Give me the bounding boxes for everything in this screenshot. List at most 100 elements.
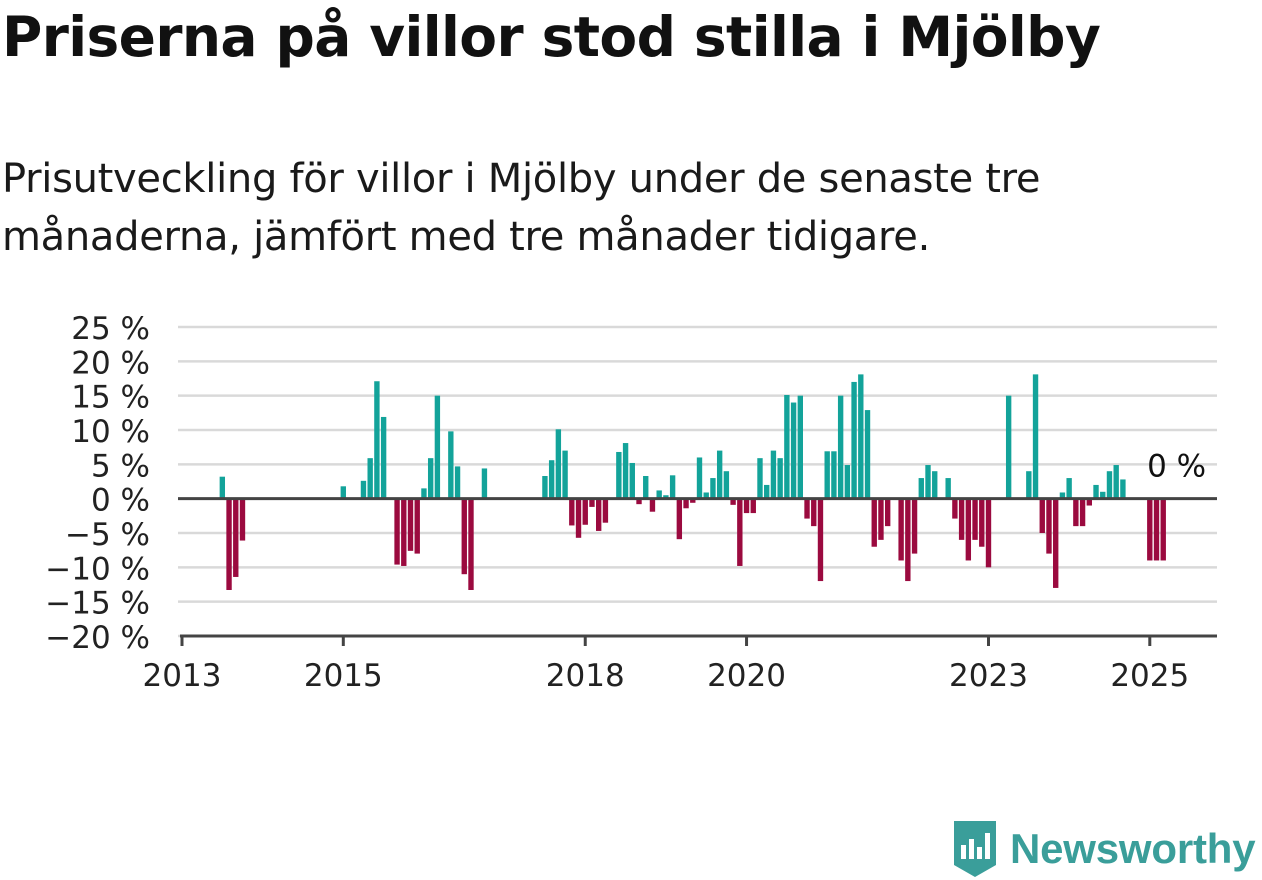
y-tick-label: 5 % [91,448,150,484]
bar [683,498,689,509]
bar [1120,479,1126,499]
bar [643,476,649,499]
bar [407,498,414,551]
bar [716,450,723,499]
bar [871,498,877,547]
bar [394,498,400,565]
bar [1053,498,1059,588]
bar [1153,498,1160,561]
page-subtitle: Prisutveckling för villor i Mjölby under… [2,156,1041,260]
bar [1160,498,1166,561]
bar [582,498,588,525]
bar [448,431,454,499]
bar [972,498,978,540]
y-tick-label: 10 % [71,414,150,450]
bar [837,395,844,499]
bar [898,498,904,561]
bar [790,402,797,499]
bar [1005,395,1012,499]
x-tick-label: 2015 [304,658,383,694]
bar [945,478,951,499]
x-tick-label: 2020 [707,658,786,694]
bar [770,450,777,499]
bar [979,498,985,547]
bar [589,498,595,507]
bar [461,498,467,575]
latest-value-label: 0 % [1147,448,1206,484]
bar [219,476,226,499]
x-tick-label: 2023 [949,658,1028,694]
bar [878,498,884,540]
bar [925,465,931,499]
bar [737,498,743,566]
bar [1147,498,1153,561]
bar [784,394,790,499]
brand-name: Newsworthy [1010,825,1256,872]
bar [434,395,441,499]
bar [1032,374,1039,499]
y-tick-label: −20 % [45,620,150,656]
bar [884,498,891,527]
bar [239,498,246,541]
bar [360,480,367,499]
bar [1046,498,1052,554]
bar [468,498,474,590]
bar [777,458,783,499]
y-tick-label: −10 % [45,551,150,587]
bar [844,465,851,499]
bar [750,498,756,514]
bar [952,498,958,519]
bar [636,498,642,505]
bar [596,498,602,531]
bar [380,416,387,499]
bar [555,429,562,499]
bar [911,498,918,554]
y-tick-label: −5 % [65,517,150,553]
bar [918,478,924,499]
bar [1113,465,1119,499]
bar [374,381,380,499]
bar [851,381,857,499]
newsworthy-logo-icon [954,821,996,877]
bar [824,451,830,499]
bar [965,498,972,561]
bar [811,498,817,527]
y-tick-label: 25 % [71,311,150,347]
bar [421,488,427,499]
x-tick-label: 2013 [143,658,222,694]
bar [1079,498,1086,527]
bar [958,498,965,540]
bar [1026,471,1032,499]
bar [1100,491,1106,499]
brand-logo: Newsworthy [950,818,1256,880]
bar [1086,498,1092,506]
bar [696,457,703,499]
bar-chart: 25 %20 %15 %10 %5 %0 %−5 %−10 %−15 %−20 … [45,311,1217,694]
bar [663,495,669,499]
bar [764,484,770,499]
bar [817,498,824,582]
bar [676,498,683,540]
bar [985,498,992,568]
bar [649,498,656,512]
bar [932,471,938,499]
bar [427,458,434,499]
bar [1066,478,1072,499]
bar [226,498,232,590]
bar [757,458,763,499]
bar [858,374,864,499]
bar [1106,471,1113,499]
bar [690,498,696,503]
bar [730,498,736,505]
y-tick-label: 15 % [71,380,150,416]
bar [562,450,568,499]
bar [454,466,461,499]
page-title: Priserna på villor stod stilla i Mjölby [2,5,1101,69]
bar [367,458,373,499]
bar [656,490,662,499]
bar [669,475,676,499]
bar [723,471,730,499]
bar [743,498,750,514]
bar [481,468,488,499]
bar [602,498,609,523]
